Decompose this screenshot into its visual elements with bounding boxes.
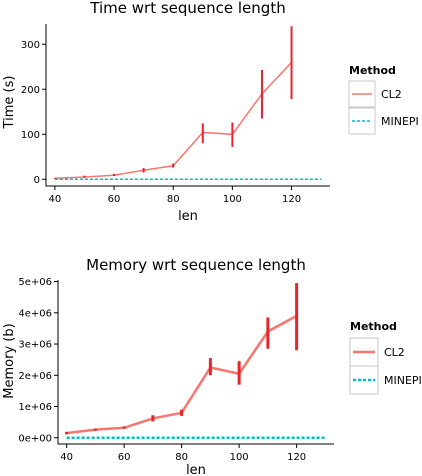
x-tick-label: 40 [49,194,62,205]
x-axis-label: len [186,463,206,476]
legend-label-minepi: MINEPI [384,374,422,387]
series-line-cl2 [54,61,293,180]
y-tick-label: 3e+06 [18,340,52,351]
plot-marks [53,26,322,181]
chart-title: Memory wrt sequence length [86,256,306,274]
x-tick-label: 60 [118,452,131,463]
axis-frame [57,280,334,445]
y-tick-label: 100 [21,130,40,141]
memory-chart: Memory wrt sequence length Memory (b) le… [2,256,422,476]
y-tick-label: 2e+06 [18,371,52,382]
axis-frame [45,24,330,187]
legend-title: Method [350,320,397,333]
y-tick-label: 0e+00 [18,433,52,444]
x-tick-label: 100 [230,452,249,463]
y-tick-label: 300 [21,40,40,51]
legend-title: Method [349,64,396,77]
x-ticks: 40 60 80 100 120 [49,186,301,205]
legend-label-cl2: CL2 [381,88,402,101]
x-tick-label: 100 [223,194,242,205]
y-ticks: 0 100 200 300 [21,40,46,186]
chart-title: Time wrt sequence length [89,0,285,17]
y-axis-label: Time (s) [2,76,17,130]
legend-label-minepi: MINEPI [381,115,419,128]
x-tick-label: 60 [108,194,121,205]
plot-marks [65,283,326,440]
x-tick-label: 40 [60,452,73,463]
x-tick-label: 120 [282,194,301,205]
x-tick-label: 80 [175,452,188,463]
x-tick-label: 80 [167,194,180,205]
y-tick-label: 5e+06 [18,277,52,288]
x-axis-label: len [178,209,198,224]
legend-label-cl2: CL2 [384,346,405,359]
x-ticks: 40 60 80 100 120 [60,444,306,463]
y-tick-label: 0 [34,175,40,186]
y-tick-label: 4e+06 [18,308,52,319]
time-chart: Time wrt sequence length Time (s) len 40… [2,0,419,224]
legend: Method CL2 MINEPI [348,64,419,135]
x-tick-label: 120 [287,452,306,463]
y-axis-label: Memory (b) [2,323,17,398]
legend: Method CL2 MINEPI [349,320,422,395]
y-tick-label: 1e+06 [18,402,52,413]
y-tick-label: 200 [21,85,40,96]
y-ticks: 0e+00 1e+06 2e+06 3e+06 4e+06 5e+06 [18,277,58,444]
